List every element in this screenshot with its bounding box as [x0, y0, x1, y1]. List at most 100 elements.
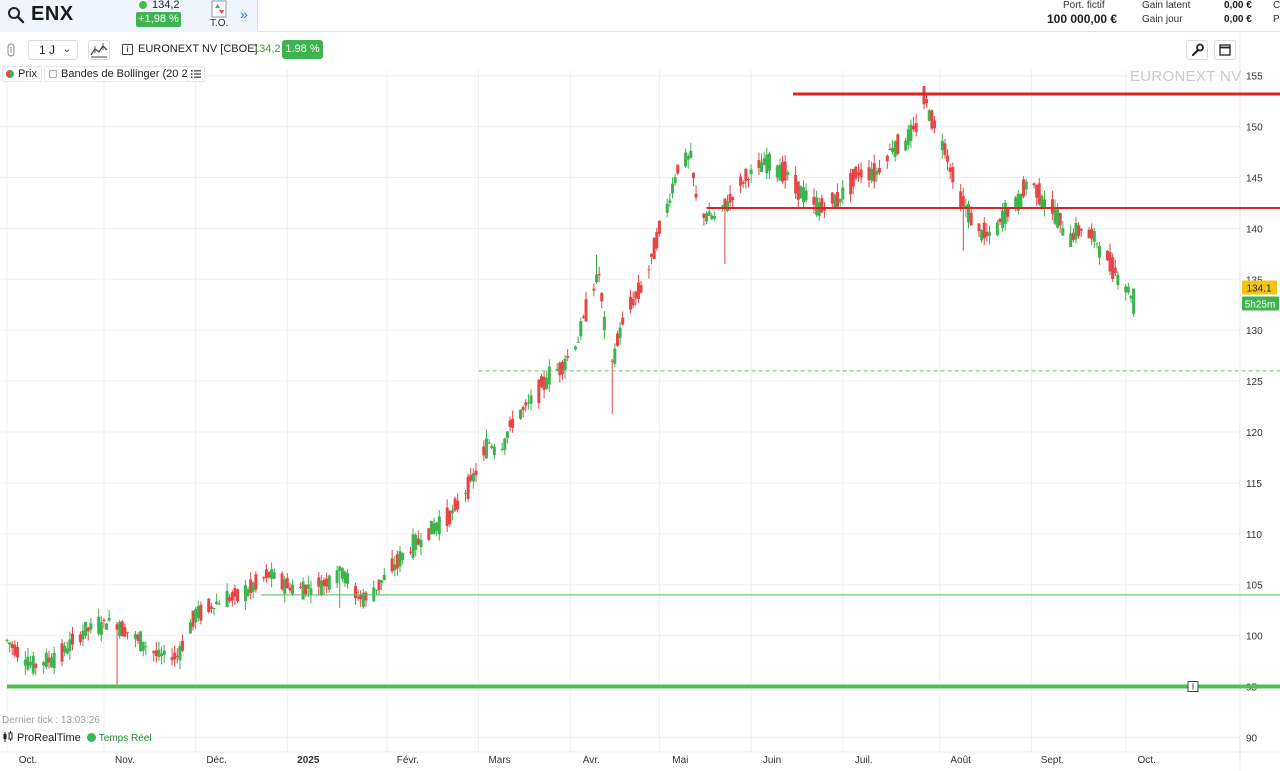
candle-up [529, 395, 533, 404]
candle-up [995, 222, 999, 236]
candle-up [1019, 193, 1023, 208]
candle-down [959, 191, 963, 208]
indicator-list-button[interactable] [187, 66, 205, 82]
x-tick-label: Oct. [1138, 755, 1156, 766]
candle-down [985, 231, 989, 237]
candle-down [723, 198, 727, 210]
brand-row: ProRealTime Temps Réel [2, 731, 152, 744]
candle-down [731, 197, 735, 201]
candle-down [728, 194, 732, 203]
candle-up [762, 158, 766, 166]
candle-up [576, 341, 580, 343]
candle-down [175, 655, 179, 657]
candle-down [794, 174, 798, 194]
candle-up [50, 657, 54, 668]
candle-down [657, 220, 661, 234]
settings-button[interactable] [1186, 40, 1208, 60]
candle-up [618, 327, 622, 339]
candle-up [988, 232, 991, 236]
info-icon[interactable]: i [122, 44, 133, 55]
candle-up [775, 165, 779, 178]
candle-down [356, 596, 360, 599]
candle-down [930, 110, 934, 129]
candle-up [1132, 288, 1136, 314]
candle-down [1087, 229, 1091, 239]
candle-down [566, 356, 570, 358]
candle-up [89, 623, 93, 630]
candle-up [906, 129, 910, 146]
candle-down [86, 627, 90, 632]
candle-up [1056, 209, 1060, 228]
candle-down [136, 634, 140, 641]
order-book-label[interactable]: T.O. [210, 18, 229, 29]
candle-down [456, 500, 460, 510]
candle-down [254, 574, 258, 590]
candle-up [471, 473, 475, 482]
candle-down [636, 282, 640, 299]
period-selector[interactable]: 1 J ⌄ [28, 40, 78, 60]
candle-up [437, 516, 441, 535]
candle-down [634, 291, 638, 299]
candle-down [152, 651, 156, 654]
indicator-bollinger-toggle[interactable]: Bandes de Bollinger (20 2) [44, 66, 197, 82]
candle-up [668, 200, 672, 203]
candle-up [778, 164, 782, 181]
candle-down [236, 589, 240, 602]
candle-up [1014, 197, 1018, 210]
chart-type-button[interactable] [88, 40, 110, 60]
candle-up [670, 183, 674, 194]
order-book-icon[interactable] [211, 0, 227, 18]
candle-down [597, 273, 601, 276]
candle-up [196, 606, 200, 619]
price-swatch-icon [6, 70, 14, 78]
candle-up [306, 584, 310, 589]
last-price: 134,2 [152, 0, 180, 11]
candle-up [749, 169, 753, 175]
candle-down [539, 376, 543, 388]
indicator-price-toggle[interactable]: Prix [2, 66, 42, 82]
candle-up [519, 409, 523, 419]
candle-down [390, 558, 394, 572]
candle-down [508, 420, 512, 427]
window-button[interactable] [1214, 40, 1236, 60]
candle-up [63, 645, 67, 653]
candle-up [505, 431, 509, 438]
ticker-symbol[interactable]: ENX [31, 3, 74, 25]
candle-up [97, 616, 101, 634]
bollinger-checkbox-icon [49, 70, 57, 78]
candle-up [838, 198, 842, 203]
candle-down [961, 196, 965, 207]
y-tick-label: 125 [1246, 377, 1263, 388]
candle-down [228, 597, 232, 602]
candle-down [1090, 229, 1094, 239]
candle-down [325, 578, 329, 587]
candle-down [15, 647, 19, 658]
candle-down [691, 172, 695, 179]
period-value: 1 J [39, 43, 56, 57]
candle-down [191, 610, 195, 628]
chart-type-icon [90, 43, 108, 58]
candle-down [170, 657, 174, 661]
candle-up [767, 153, 771, 171]
candle-down [207, 598, 211, 613]
candle-up [804, 190, 808, 201]
candle-down [71, 633, 74, 645]
candle-up [545, 377, 549, 389]
candle-up [42, 661, 46, 666]
candle-down [249, 579, 253, 593]
candle-down [521, 407, 525, 411]
candle-up [44, 652, 48, 667]
candle-down [650, 253, 654, 257]
candle-up [815, 197, 819, 216]
candle-down [1037, 183, 1041, 205]
candle-up [464, 492, 467, 494]
candle-up [833, 194, 837, 209]
expand-arrows-icon[interactable]: » [240, 6, 248, 22]
candle-up [689, 150, 693, 158]
gain-jour-label: Gain jour [1142, 14, 1183, 25]
drag-handle-icon[interactable] [6, 43, 16, 57]
search-icon[interactable] [7, 6, 25, 24]
candle-up [801, 187, 805, 203]
candle-up [765, 154, 769, 174]
